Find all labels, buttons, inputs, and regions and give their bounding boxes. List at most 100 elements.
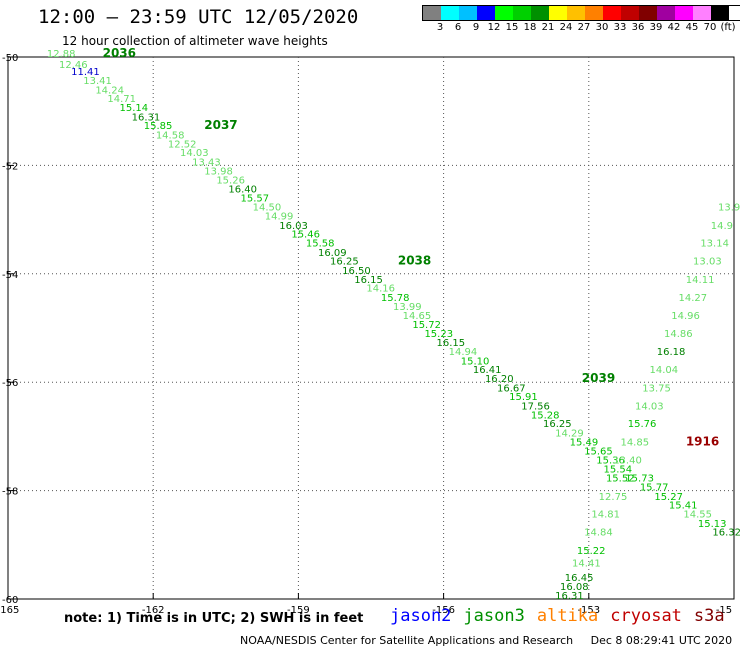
colorbar-swatch <box>711 6 729 20</box>
data-point-label: 16.67 <box>497 383 526 394</box>
colorbar-label: 30 <box>595 22 609 33</box>
x-tick-label: -165 <box>0 605 19 616</box>
data-point-label: 16.41 <box>473 365 502 376</box>
y-tick-label: -52 <box>2 161 18 172</box>
data-point-label: 15.14 <box>120 103 149 114</box>
data-point-label: 15.54 <box>604 465 633 476</box>
y-tick-label: -60 <box>2 595 18 606</box>
data-point-label: 14.65 <box>403 311 432 322</box>
time-label: 2038 <box>398 254 431 268</box>
colorbar-label: (ft) <box>720 22 736 33</box>
data-point-label: 15.73 <box>625 473 654 484</box>
colorbar-labels: 3 6 9 12 15 18 21 24 27 30 33 36 39 42 45 70 (ft) <box>422 21 740 35</box>
colorbar-swatch <box>477 6 495 20</box>
data-point-label: 16.18 <box>657 347 686 358</box>
colorbar-swatch <box>639 6 657 20</box>
colorbar-swatch <box>459 6 477 20</box>
data-point-label: 14.94 <box>449 347 478 358</box>
data-point-label: 15.28 <box>531 411 560 422</box>
legend-item-s3a: s3a <box>693 606 725 626</box>
data-point-label: 15.77 <box>640 483 669 494</box>
colorbar-swatch <box>513 6 531 20</box>
data-point-label: 15.22 <box>577 546 606 557</box>
data-point-label: 13.99 <box>393 302 422 313</box>
y-tick-label: -58 <box>2 487 18 498</box>
data-point-label: 14.04 <box>649 365 678 376</box>
colorbar-label: 12 <box>487 22 501 33</box>
data-point-label: 15.49 <box>570 438 599 449</box>
data-point-label: 14.55 <box>683 510 712 521</box>
colorbar-label: 42 <box>667 22 681 33</box>
data-point-label: 14.84 <box>584 528 613 539</box>
data-point-label: 14.58 <box>156 130 185 141</box>
y-tick-label: -50 <box>2 53 18 64</box>
data-point-label: 15.13 <box>698 519 727 530</box>
data-point-label: 16.40 <box>228 185 257 196</box>
colorbar-label: 24 <box>559 22 573 33</box>
chart-title: 12:00 — 23:59 UTC 12/05/2020 <box>38 6 359 28</box>
data-point-label: 16.15 <box>437 338 466 349</box>
data-point-label: 14.24 <box>95 85 124 96</box>
colorbar-swatch <box>585 6 603 20</box>
time-label: 1916 <box>686 435 719 449</box>
data-point-label: 12.46 <box>59 60 88 71</box>
data-point-label: 15.27 <box>654 492 683 503</box>
data-point-label: 13.43 <box>192 157 221 168</box>
colorbar-label: 9 <box>472 22 480 33</box>
plot-frame <box>7 56 735 600</box>
data-point-label: 15.10 <box>461 356 490 367</box>
legend-item-jason2: jason2 <box>390 606 452 626</box>
data-point-label: 12.88 <box>47 49 76 60</box>
data-point-label: 14.85 <box>620 438 649 449</box>
data-point-label: 16.03 <box>279 221 308 232</box>
data-point-label: 16.25 <box>330 257 359 268</box>
data-point-label: 15.76 <box>628 419 657 430</box>
data-point-label: 14.81 <box>591 510 620 521</box>
x-tick-label: -156 <box>432 605 455 616</box>
legend-item-jason3: jason3 <box>463 606 525 626</box>
data-point-label: 14.99 <box>265 212 294 223</box>
data-point-label: 15.23 <box>424 329 453 340</box>
data-point-label: 14.29 <box>555 428 584 439</box>
data-point-label: 16.45 <box>565 573 594 584</box>
data-point-label: 15.26 <box>216 175 245 186</box>
data-point-label: 12.52 <box>168 140 197 151</box>
data-point-label: 13.14 <box>700 239 729 250</box>
data-point-label: 12.75 <box>599 492 628 503</box>
data-point-label: 13.40 <box>613 456 642 467</box>
data-point-label: 16.15 <box>354 275 383 286</box>
colorbar-swatch <box>495 6 513 20</box>
colorbar-label: 18 <box>523 22 537 33</box>
note-text: note: 1) Time is in UTC; 2) SWH is in fe… <box>64 611 364 626</box>
colorbar-label: 33 <box>613 22 627 33</box>
data-point-label: 14.11 <box>686 275 715 286</box>
data-point-label: 16.31 <box>132 112 161 123</box>
chart-subtitle: 12 hour collection of altimeter wave hei… <box>62 34 328 48</box>
colorbar-swatch <box>531 6 549 20</box>
data-point-label: 13.75 <box>642 383 671 394</box>
colorbar-label: 6 <box>454 22 462 33</box>
colorbar-swatch <box>693 6 711 20</box>
data-point-label: 15.41 <box>669 500 698 511</box>
data-point-label: 14.86 <box>664 329 693 340</box>
x-tick-label: -159 <box>287 605 310 616</box>
data-point-label: 16.32 <box>712 528 740 539</box>
y-tick-label: -54 <box>2 270 18 281</box>
time-label: 2036 <box>103 46 136 60</box>
data-point-label: 15.85 <box>144 121 173 132</box>
footer-timestamp: Dec 8 08:29:41 UTC 2020 <box>590 634 733 647</box>
colorbar-swatch <box>657 6 675 20</box>
time-label: 2039 <box>582 371 615 385</box>
colorbar-swatch <box>549 6 567 20</box>
data-point-label: 17.56 <box>521 401 550 412</box>
data-point-label: 14.03 <box>635 401 664 412</box>
data-point-label: 15.65 <box>584 446 613 457</box>
satellite-legend: jason2 jason3 altika cryosat s3a <box>390 606 737 626</box>
data-point-label: 16.08 <box>560 582 589 593</box>
data-point-label: 14.16 <box>366 284 395 295</box>
data-point-label: 14.50 <box>253 202 282 213</box>
colorbar-swatch <box>567 6 585 20</box>
data-point-label: 14.41 <box>572 558 601 569</box>
colorbar-label: 45 <box>685 22 699 33</box>
